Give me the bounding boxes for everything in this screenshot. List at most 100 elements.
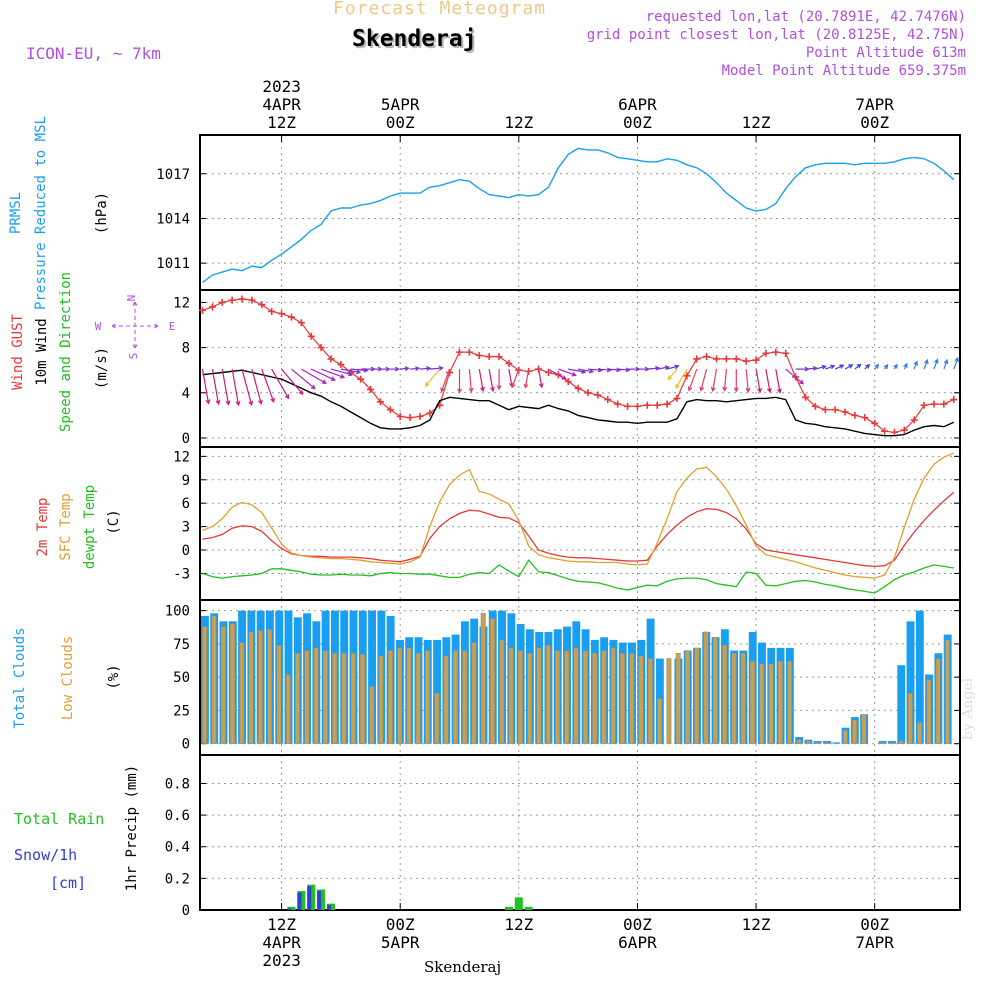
gust-marker xyxy=(871,419,879,427)
temp-line-0 xyxy=(202,491,955,568)
gust-marker xyxy=(208,303,216,311)
wind-arrow xyxy=(400,366,410,372)
wind-arrow xyxy=(834,364,845,370)
wind-arrow xyxy=(429,365,444,371)
axis-label-wind-2: Speed and Direction xyxy=(58,272,74,432)
gust-marker xyxy=(297,319,305,327)
low-cloud-bar xyxy=(499,639,505,744)
low-cloud-bar xyxy=(295,652,300,744)
gust-marker xyxy=(713,355,721,363)
low-cloud-bar xyxy=(267,629,273,744)
gust-marker xyxy=(564,377,572,385)
gust-marker xyxy=(722,355,730,363)
low-cloud-bar xyxy=(750,660,755,744)
low-cloud-bar xyxy=(944,639,950,744)
low-cloud-bar xyxy=(415,652,421,744)
time-label-top: 12Z xyxy=(742,113,771,132)
gust-marker xyxy=(732,355,740,363)
wind-arrow xyxy=(953,356,959,370)
wind-arrow xyxy=(330,368,354,377)
wind-arrow xyxy=(301,368,327,384)
wind-arrow xyxy=(538,368,544,389)
axis-label-temperature-0: 2m Temp xyxy=(35,497,51,556)
y-tick-label: 1011 xyxy=(156,256,190,272)
grid-point-coords: grid point closest lon,lat (20.8125E, 42… xyxy=(586,27,966,43)
axis-label-temperature-1: SFC Temp xyxy=(58,493,74,560)
gust-marker xyxy=(456,348,464,356)
low-cloud-bar xyxy=(703,631,709,744)
panel-frame-temperature xyxy=(199,446,961,601)
gust-marker xyxy=(307,332,315,340)
gust-marker xyxy=(831,406,839,414)
gust-marker xyxy=(396,413,404,421)
time-label-bottom: 7APR xyxy=(855,933,894,952)
low-cloud-bar xyxy=(824,742,830,744)
low-cloud-bar xyxy=(285,674,291,744)
axis-unit-wind: (m/s) xyxy=(94,347,110,389)
model-altitude: Model Point Altitude 659.375m xyxy=(721,63,966,79)
gust-marker xyxy=(693,355,701,363)
low-cloud-bar xyxy=(304,650,310,744)
compass-east-label: E xyxy=(169,320,176,333)
axis-unit-temperature: (C) xyxy=(106,509,122,534)
gust-marker xyxy=(199,306,206,314)
wind-arrow xyxy=(424,368,441,387)
wind-arrow xyxy=(548,368,567,380)
wind-arrow xyxy=(271,368,290,400)
wind-arrow xyxy=(765,368,772,394)
gust-marker xyxy=(614,400,622,408)
requested-coords: requested lon,lat (20.7891E, 42.7476N) xyxy=(645,9,966,25)
gust-marker xyxy=(544,368,552,376)
total-cloud-bar xyxy=(906,621,915,744)
low-cloud-bar xyxy=(879,742,885,744)
wind-arrow xyxy=(241,368,254,407)
gust-marker xyxy=(762,349,770,357)
compass-south-label: S xyxy=(127,353,140,360)
gust-marker xyxy=(327,355,335,363)
gust-marker xyxy=(416,413,424,421)
y-tick-label: 1014 xyxy=(156,211,190,227)
low-cloud-bar xyxy=(248,631,254,744)
wind-arrow xyxy=(211,368,221,406)
wind-arrow xyxy=(874,363,880,370)
axis-label-clouds-1: Low Clouds xyxy=(60,636,76,720)
low-cloud-bar xyxy=(777,660,783,744)
rain-bar xyxy=(514,897,523,910)
low-cloud-bar xyxy=(620,652,625,744)
wind-arrow xyxy=(281,368,304,395)
gust-marker xyxy=(633,402,641,410)
total-cloud-bar xyxy=(832,742,841,744)
snow-bar xyxy=(327,905,332,910)
wind-arrow xyxy=(755,368,762,394)
y-tick-label: 0.8 xyxy=(165,776,190,792)
pressure-line xyxy=(202,147,955,284)
y-tick-label: 25 xyxy=(173,703,190,719)
wind-arrow xyxy=(261,368,275,403)
wind-arrow xyxy=(457,369,462,394)
wind-arrow xyxy=(775,368,782,394)
low-cloud-bar xyxy=(675,652,681,744)
gust-marker xyxy=(742,357,750,365)
wind-arrow xyxy=(468,369,474,393)
time-label-top: 4APR xyxy=(262,95,301,114)
wind-arrow xyxy=(251,368,263,405)
gust-marker xyxy=(841,408,849,416)
low-cloud-bar xyxy=(712,637,718,744)
axis-label-wind-1: 10m Wind xyxy=(34,318,50,385)
gust-marker xyxy=(594,391,602,399)
gust-marker xyxy=(376,398,384,406)
low-cloud-bar xyxy=(350,652,356,744)
low-cloud-bar xyxy=(647,658,653,744)
low-cloud-bar xyxy=(387,650,393,744)
total-cloud-bar xyxy=(368,610,377,744)
total-cloud-bar xyxy=(433,639,441,744)
low-cloud-bar xyxy=(527,652,533,744)
axis-label-clouds-0: Total Clouds xyxy=(12,627,28,728)
gust-marker xyxy=(505,359,513,367)
time-label-top: 12Z xyxy=(504,113,533,132)
low-cloud-bar xyxy=(462,650,468,744)
gust-marker xyxy=(278,310,286,318)
rain-bar xyxy=(524,906,533,910)
wind-arrow xyxy=(390,366,400,372)
y-tick-label: -3 xyxy=(173,566,190,582)
